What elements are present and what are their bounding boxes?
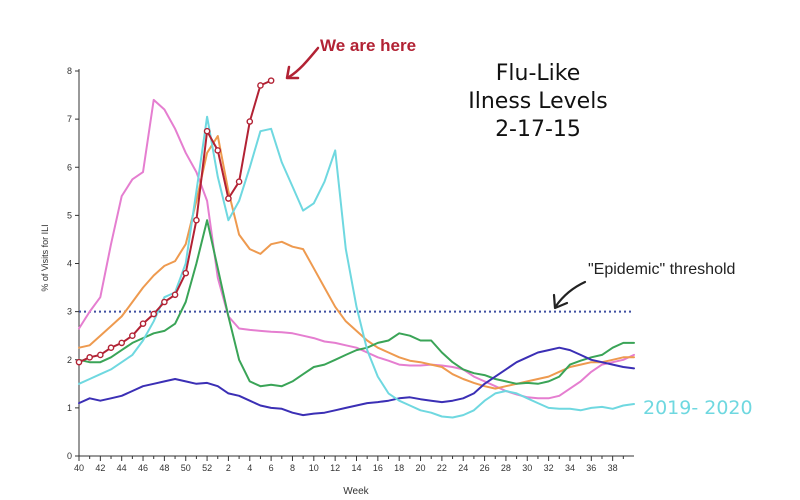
x-tick-label: 24 [458,463,468,473]
season-label: 2019- 2020 [643,397,753,419]
x-tick-label: 48 [159,463,169,473]
series-point [97,351,104,359]
y-axis-label: % of Visits for ILI [40,224,50,291]
x-tick-label: 12 [330,463,340,473]
we-are-here-annotation: We are here [285,36,416,80]
x-tick-label: 22 [437,463,447,473]
x-tick-label: 8 [290,463,295,473]
x-tick-label: 34 [565,463,575,473]
x-tick-label: 26 [480,463,490,473]
title-line-3: 2-17-15 [495,117,581,142]
we-are-here-label: We are here [320,36,416,55]
x-tick-label: 28 [501,463,511,473]
series-point [139,320,147,327]
x-tick-label: 50 [181,463,191,473]
series-point [118,339,125,347]
y-tick-label: 6 [67,162,72,172]
series-point [161,298,168,306]
we-are-here-arrow-icon [287,46,320,79]
chart-title: Flu-Like Ilness Levels 2-17-15 [468,61,608,142]
x-tick-label: 20 [416,463,426,473]
x-tick-label: 38 [608,463,618,473]
title-line-1: Flu-Like [496,61,581,86]
threshold-label: "Epidemic" threshold [588,261,735,278]
series-line-4 [78,115,635,419]
series-line-1 [78,135,635,390]
x-tick-label: 36 [586,463,596,473]
x-axis: 40 42 44 46 48 50 52 2 4 6 8 10 12 14 16 18 20 22 24 26 28 30… [74,455,634,473]
series-line-3 [78,346,635,417]
series-point [267,77,275,84]
x-tick-label: 30 [522,463,532,473]
series-point [246,118,254,125]
x-tick-label: 16 [373,463,383,473]
x-tick-label: 32 [544,463,554,473]
threshold-arrowhead-icon [552,293,569,310]
series-point [107,344,115,352]
x-tick-label: 40 [74,463,84,473]
x-tick-label: 52 [202,463,212,473]
series-line-0 [78,98,635,400]
series-line-2 [78,219,635,388]
x-tick-label: 2 [226,463,231,473]
series-point [182,269,190,277]
series-point [257,82,264,89]
x-tick-label: 46 [138,463,148,473]
y-axis: 0 1 2 3 4 5 6 7 8 [67,66,80,461]
series-group [75,77,635,419]
series-point [86,354,93,361]
y-tick-label: 8 [67,66,72,76]
series-point [225,195,232,202]
x-tick-label: 42 [95,463,105,473]
x-tick-label: 10 [309,463,319,473]
series-line-5 [78,79,273,364]
series-point [171,291,179,299]
series-point [203,127,211,135]
threshold-annotation: "Epidemic" threshold [552,261,735,310]
x-tick-label: 4 [247,463,252,473]
y-tick-label: 3 [67,307,72,317]
series-point [129,332,136,339]
series-point [214,147,222,154]
title-line-2: Ilness Levels [468,89,608,114]
y-tick-label: 5 [67,210,72,220]
series-point [150,310,158,318]
y-tick-label: 1 [67,403,72,413]
y-tick-label: 2 [67,355,72,365]
x-tick-label: 18 [394,463,404,473]
y-tick-label: 7 [67,114,72,124]
x-axis-label: Week [343,486,369,497]
x-tick-label: 44 [117,463,127,473]
series-point [193,216,200,224]
series-point [75,358,83,366]
series-point [235,178,243,185]
x-tick-label: 6 [269,463,274,473]
x-tick-label: 14 [351,463,361,473]
y-tick-label: 0 [67,451,72,461]
threshold-arrow-icon [554,280,587,308]
y-tick-label: 4 [67,259,72,269]
we-are-here-arrowhead-icon [285,65,300,80]
